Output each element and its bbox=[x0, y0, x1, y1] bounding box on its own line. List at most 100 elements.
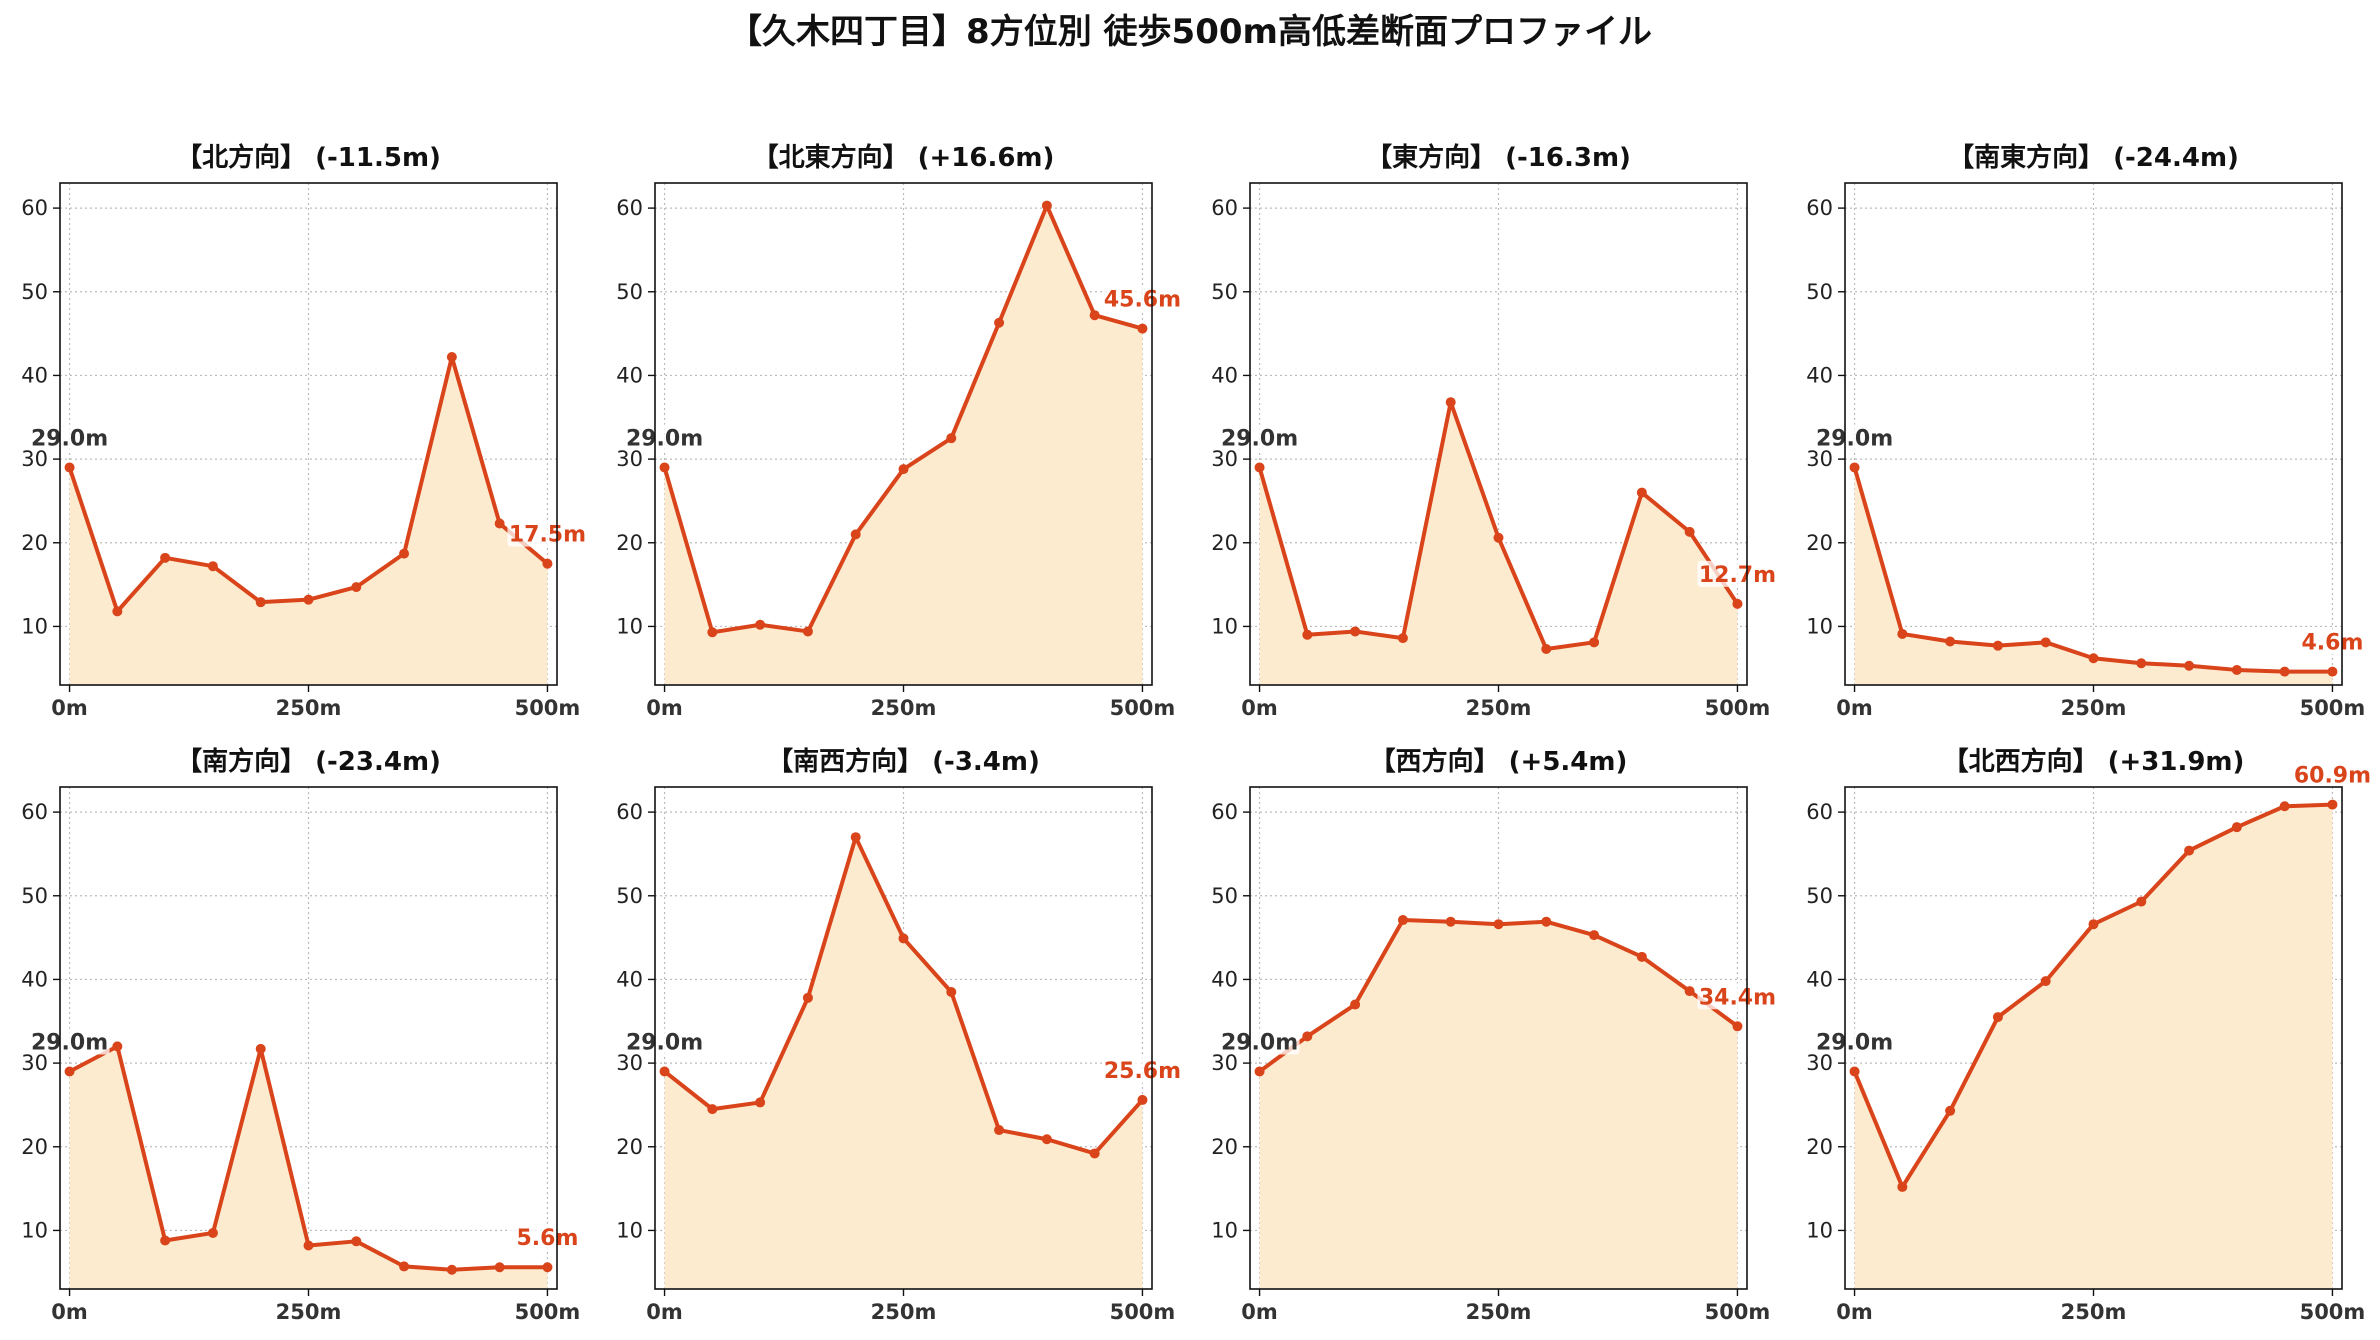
y-tick-label: 30 bbox=[616, 1051, 643, 1075]
data-point bbox=[946, 433, 957, 444]
start-label: 29.0m bbox=[1221, 1030, 1298, 1055]
data-point bbox=[1732, 598, 1743, 609]
data-point bbox=[2040, 637, 2051, 648]
data-point bbox=[64, 462, 75, 473]
end-label-bg bbox=[507, 1224, 588, 1251]
data-point bbox=[207, 1227, 218, 1238]
data-point bbox=[659, 1066, 670, 1077]
data-point bbox=[1636, 487, 1647, 498]
data-point bbox=[2327, 799, 2338, 810]
data-point bbox=[1493, 532, 1504, 543]
y-tick-label: 50 bbox=[1211, 884, 1238, 908]
data-point bbox=[1137, 323, 1148, 334]
data-point bbox=[446, 352, 457, 363]
y-tick-label: 40 bbox=[1211, 967, 1238, 991]
start-label: 29.0m bbox=[626, 1030, 703, 1055]
data-point bbox=[1041, 200, 1052, 211]
data-point bbox=[1992, 1012, 2003, 1023]
x-tick-label: 250m bbox=[1466, 696, 1532, 720]
start-label-bg bbox=[1219, 424, 1300, 451]
data-point bbox=[1541, 916, 1552, 927]
data-point bbox=[64, 1066, 75, 1077]
start-label: 29.0m bbox=[31, 426, 108, 451]
y-tick-label: 50 bbox=[21, 280, 48, 304]
end-label-bg bbox=[507, 520, 588, 547]
data-point bbox=[707, 627, 718, 638]
end-label: 5.6m bbox=[516, 1226, 578, 1251]
x-tick-label: 250m bbox=[276, 1300, 342, 1324]
data-point bbox=[850, 832, 861, 843]
y-tick-label: 10 bbox=[1211, 1218, 1238, 1242]
data-point bbox=[207, 561, 218, 572]
data-point bbox=[1897, 1181, 1908, 1192]
data-point bbox=[1849, 462, 1860, 473]
y-tick-label: 60 bbox=[1806, 196, 1833, 220]
data-point bbox=[1636, 951, 1647, 962]
data-point bbox=[850, 529, 861, 540]
data-point bbox=[303, 594, 314, 605]
data-point bbox=[2231, 822, 2242, 833]
data-point bbox=[399, 1261, 410, 1272]
start-label: 29.0m bbox=[1816, 1030, 1893, 1055]
start-label: 29.0m bbox=[626, 426, 703, 451]
data-point bbox=[2040, 976, 2051, 987]
data-point bbox=[399, 548, 410, 559]
start-label-bg bbox=[624, 424, 705, 451]
data-point bbox=[1397, 915, 1408, 926]
y-tick-label: 10 bbox=[616, 614, 643, 638]
x-tick-label: 0m bbox=[646, 1300, 683, 1324]
data-point bbox=[1945, 636, 1956, 647]
data-point bbox=[1254, 1066, 1265, 1077]
x-tick-label: 250m bbox=[871, 696, 937, 720]
y-tick-label: 50 bbox=[21, 884, 48, 908]
y-tick-label: 50 bbox=[616, 884, 643, 908]
end-label: 17.5m bbox=[509, 523, 586, 548]
start-label-bg bbox=[1219, 1028, 1300, 1055]
data-point bbox=[1254, 462, 1265, 473]
end-label: 34.4m bbox=[1699, 985, 1776, 1010]
end-label: 25.6m bbox=[1104, 1059, 1181, 1084]
y-tick-label: 40 bbox=[21, 363, 48, 387]
y-tick-label: 20 bbox=[21, 531, 48, 555]
profile-area bbox=[664, 205, 1143, 685]
data-point bbox=[1445, 397, 1456, 408]
data-point bbox=[1897, 628, 1908, 639]
data-point bbox=[2327, 666, 2338, 677]
data-point bbox=[494, 518, 505, 529]
y-tick-label: 10 bbox=[1211, 614, 1238, 638]
data-point bbox=[160, 1235, 171, 1246]
panel-1: 【北東方向】 (+16.6m) 29.0m 45.6m 0m 250m 500m 10 20 3… bbox=[616, 142, 1183, 720]
panel-title: 【西方向】 (+5.4m) bbox=[1370, 746, 1628, 777]
panel-4: 【南方向】 (-23.4m) 29.0m 5.6m 0m 250m 500m 10 20 30 4… bbox=[21, 746, 588, 1324]
data-point bbox=[112, 1041, 123, 1052]
data-point bbox=[494, 1262, 505, 1273]
start-label-bg bbox=[29, 1028, 110, 1055]
data-point bbox=[2279, 801, 2290, 812]
y-tick-label: 20 bbox=[1806, 531, 1833, 555]
data-point bbox=[1137, 1094, 1148, 1105]
data-point bbox=[1684, 986, 1695, 997]
data-point bbox=[2184, 845, 2195, 856]
data-point bbox=[802, 992, 813, 1003]
y-tick-label: 30 bbox=[21, 1051, 48, 1075]
panel-title: 【北方向】 (-11.5m) bbox=[176, 142, 441, 173]
x-tick-label: 250m bbox=[2061, 1300, 2127, 1324]
y-tick-label: 30 bbox=[1806, 1051, 1833, 1075]
x-tick-label: 0m bbox=[1241, 1300, 1278, 1324]
x-tick-label: 500m bbox=[1110, 696, 1176, 720]
start-label: 29.0m bbox=[1816, 426, 1893, 451]
x-tick-label: 250m bbox=[2061, 696, 2127, 720]
y-tick-label: 60 bbox=[21, 800, 48, 824]
y-tick-label: 30 bbox=[1211, 1051, 1238, 1075]
x-tick-label: 0m bbox=[51, 696, 88, 720]
panel-5: 【南西方向】 (-3.4m) 29.0m 25.6m 0m 250m 500m 10 20 30… bbox=[616, 746, 1183, 1324]
panel-title: 【南東方向】 (-24.4m) bbox=[1948, 142, 2239, 173]
data-point bbox=[351, 1236, 362, 1247]
panel-0: 【北方向】 (-11.5m) 29.0m 17.5m 0m 250m 500m 10 20 30… bbox=[21, 142, 588, 720]
x-tick-label: 500m bbox=[1705, 1300, 1771, 1324]
x-tick-label: 500m bbox=[1705, 696, 1771, 720]
profile-area bbox=[69, 1046, 548, 1289]
data-point bbox=[542, 1262, 553, 1273]
x-tick-label: 500m bbox=[2300, 696, 2366, 720]
